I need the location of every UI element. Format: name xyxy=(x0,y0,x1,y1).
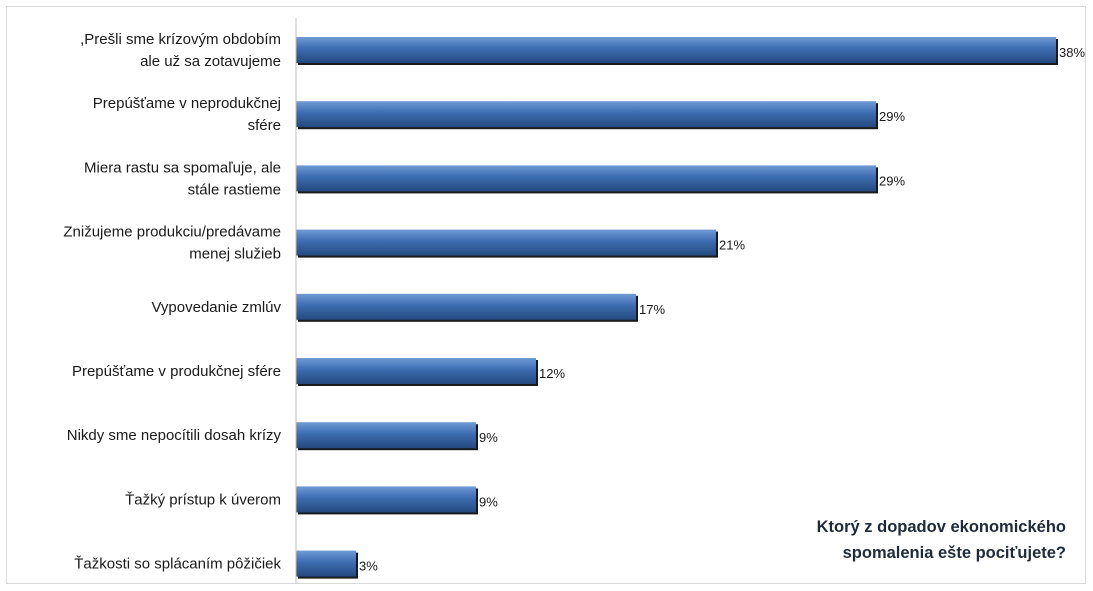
category-label-line: Znižujeme produkciu/predávame xyxy=(63,224,281,241)
bar-6 xyxy=(296,422,476,449)
value-labels: 38% 29% 29% 21% 17% 12% 9% 9% 3% xyxy=(359,45,1085,574)
chart-title: Ktorý z dopadov ekonomického spomalenia e… xyxy=(817,518,1066,562)
bars-layer xyxy=(296,37,1058,579)
category-label-line: Prepúšťame v neprodukčnej xyxy=(93,95,281,112)
bar-3 xyxy=(296,229,716,256)
value-label: 17% xyxy=(639,302,665,317)
category-label-line: sfére xyxy=(248,117,281,134)
bar-8 xyxy=(296,550,356,577)
bar-2 xyxy=(296,165,876,192)
bar-7 xyxy=(296,486,476,513)
value-label: 9% xyxy=(479,494,498,509)
category-label-line: Ťažkosti so splácaním pôžičiek xyxy=(74,556,281,573)
bar-4 xyxy=(296,293,636,320)
category-label-line: ale už sa zotavujeme xyxy=(140,53,281,70)
category-label: Znižujeme produkciu/predávame menej služi… xyxy=(63,224,281,263)
bar-0 xyxy=(296,37,1056,63)
category-label: Prepúšťame v produkčnej sfére xyxy=(72,363,281,380)
category-label: Miera rastu sa spomaľuje, ale stále rasti… xyxy=(84,159,281,198)
category-label: Ťažkosti so splácaním pôžičiek xyxy=(74,556,281,573)
category-label-line: stále rastieme xyxy=(188,181,281,198)
category-label: Nikdy sme nepocítili dosah krízy xyxy=(67,427,282,444)
category-label-line: Vypovedanie zmlúv xyxy=(151,299,281,316)
value-label: 29% xyxy=(879,109,905,124)
category-label: Vypovedanie zmlúv xyxy=(151,299,281,316)
category-label-line: Prepúšťame v produkčnej sfére xyxy=(72,363,281,380)
category-label-line: Nikdy sme nepocítili dosah krízy xyxy=(67,427,282,444)
bar-5 xyxy=(296,358,536,384)
category-label: Prepúšťame v neprodukčnej sfére xyxy=(93,95,281,134)
bar-1 xyxy=(296,101,876,128)
category-label: ,Prešli sme krízovým obdobím ale už sa zo… xyxy=(80,31,281,70)
category-label-line: Ťažký prístup k úverom xyxy=(125,491,281,508)
category-label: Ťažký prístup k úverom xyxy=(125,491,281,508)
chart-title-line: Ktorý z dopadov ekonomického xyxy=(817,518,1066,536)
value-label: 12% xyxy=(539,366,565,381)
value-label: 9% xyxy=(479,430,498,445)
category-label-line: ,Prešli sme krízovým obdobím xyxy=(80,31,281,48)
category-labels: ,Prešli sme krízovým obdobím ale už sa zo… xyxy=(63,31,281,573)
value-label: 38% xyxy=(1059,45,1085,60)
value-label: 29% xyxy=(879,173,905,188)
category-label-line: Miera rastu sa spomaľuje, ale xyxy=(84,159,281,176)
value-label: 3% xyxy=(359,559,378,574)
value-label: 21% xyxy=(719,238,745,253)
chart-title-line: spomalenia ešte pociťujete? xyxy=(843,544,1066,562)
category-label-line: menej služieb xyxy=(189,246,281,263)
